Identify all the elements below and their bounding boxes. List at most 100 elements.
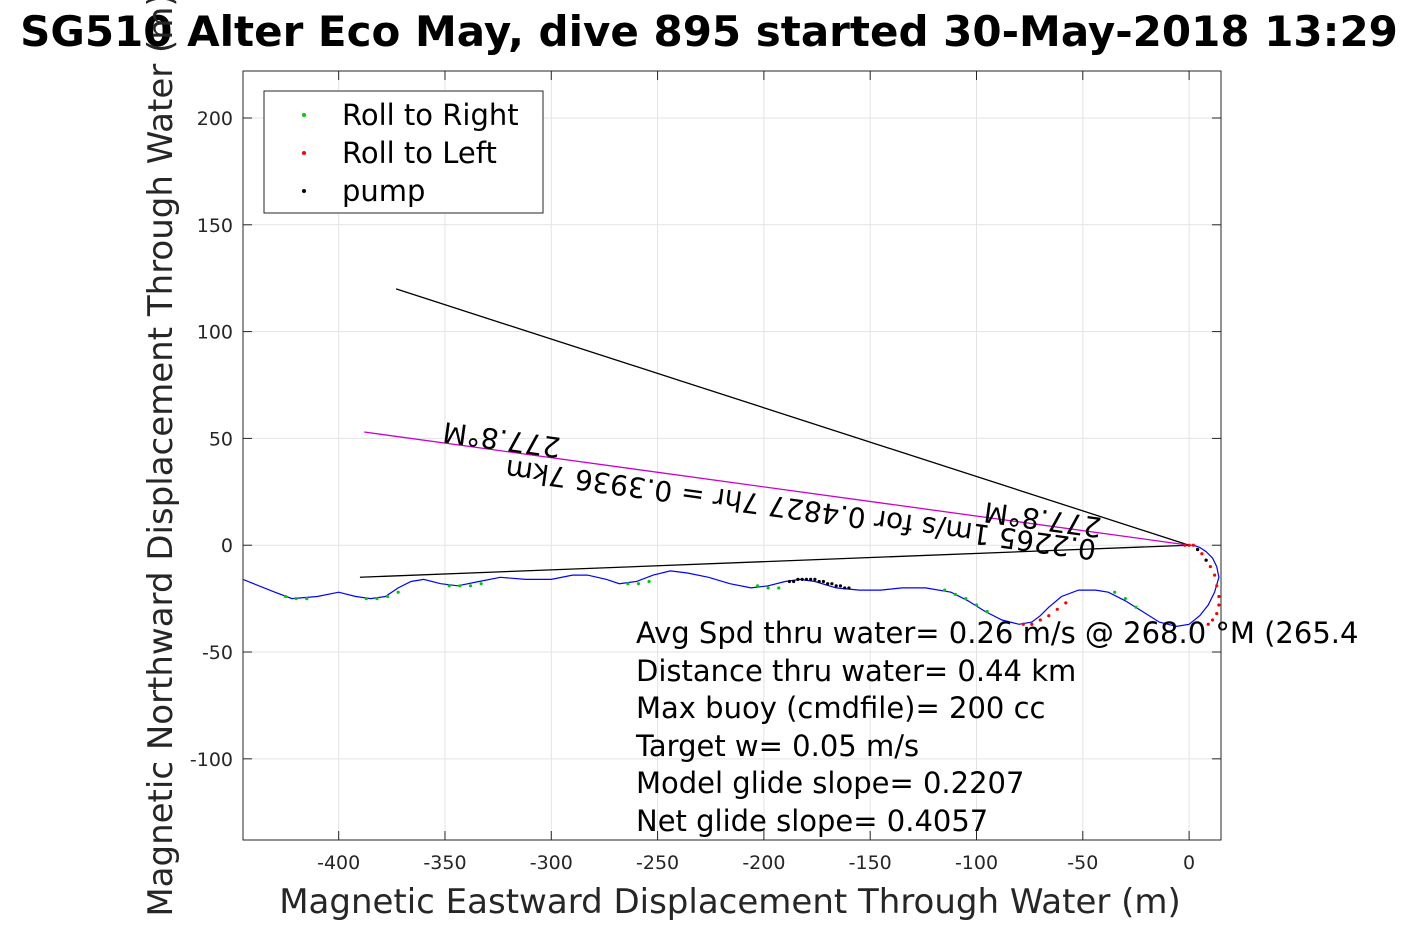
x-tick-label: -350 xyxy=(423,852,466,874)
roll-right-point xyxy=(458,584,462,588)
roll-right-point xyxy=(479,582,483,586)
roll-right-point xyxy=(283,594,288,599)
roll-left-point xyxy=(1200,552,1204,556)
reference-lines xyxy=(359,288,1190,578)
roll-left-point xyxy=(1047,614,1051,618)
roll-right-point xyxy=(953,592,957,596)
stats-block: Avg Spd thru water= 0.26 m/s @ 268.0 °M … xyxy=(635,616,1358,838)
line-black-upper xyxy=(395,288,1190,546)
roll-right-point xyxy=(385,594,390,599)
track-layer xyxy=(243,544,1220,628)
stat-net-glide: Net glide slope= 0.4057 xyxy=(636,804,988,838)
x-tick-label: 0 xyxy=(1183,852,1195,874)
roll-right-point xyxy=(636,582,641,586)
pump-point xyxy=(813,577,817,581)
pump-point xyxy=(800,577,804,581)
roll-left-point xyxy=(1213,573,1217,577)
roll-right-point xyxy=(1134,605,1138,609)
pump-point xyxy=(843,586,847,590)
roll-left-point xyxy=(1038,618,1042,622)
roll-right-point xyxy=(1113,590,1117,594)
x-tick-label: -150 xyxy=(849,852,892,874)
y-tick-label: 100 xyxy=(197,322,233,344)
roll-right-point xyxy=(447,584,451,588)
line-black-lower xyxy=(359,544,1190,578)
x-tick-label: -400 xyxy=(317,852,360,874)
legend-box xyxy=(263,90,544,214)
y-tick-label: -50 xyxy=(202,642,233,664)
roll-right-point xyxy=(375,597,379,601)
ticks: -400 -350 -300 -250 -200 -150 -100 -50 0 200 150 10… xyxy=(190,71,1221,874)
pump-point xyxy=(804,577,809,581)
pump-point xyxy=(787,579,792,584)
roll-right-point xyxy=(943,588,947,592)
chart-title: SG510 Alter Eco May, dive 895 started 30… xyxy=(20,7,1398,56)
pump-point xyxy=(847,586,851,590)
pump-point xyxy=(826,582,830,586)
roll-left-point xyxy=(1210,618,1215,622)
pump-point xyxy=(830,582,834,586)
stat-target-w: Target w= 0.05 m/s xyxy=(635,729,919,763)
legend-label-roll-left: Roll to Left xyxy=(342,136,497,170)
roll-left-point xyxy=(1055,607,1059,611)
points-layer xyxy=(283,543,1221,626)
roll-left-point xyxy=(1021,622,1025,626)
grid xyxy=(243,71,1221,840)
roll-right-point xyxy=(1123,597,1127,601)
y-tick-label: 200 xyxy=(197,108,233,130)
roll-right-point xyxy=(985,609,989,614)
legend-label-pump: pump xyxy=(342,174,425,208)
roll-left-point xyxy=(1217,603,1221,607)
roll-right-point xyxy=(974,603,979,607)
legend-marker-roll-right xyxy=(302,113,306,117)
roll-right-point xyxy=(468,584,473,588)
y-tick-label: 0 xyxy=(221,535,233,557)
plot-frame xyxy=(242,70,1222,841)
pump-point xyxy=(834,584,838,588)
line-magenta-heading xyxy=(364,431,1190,546)
roll-left-point xyxy=(1208,564,1212,569)
y-tick-label: 150 xyxy=(197,215,233,237)
roll-right-point xyxy=(396,590,400,594)
y-tick-label: -100 xyxy=(190,749,233,771)
roll-right-point xyxy=(294,597,298,601)
x-tick-label: -100 xyxy=(955,852,998,874)
track-series xyxy=(243,544,1220,628)
x-tick-label: -200 xyxy=(742,852,785,874)
roll-right-point xyxy=(766,586,770,590)
stat-avg-speed: Avg Spd thru water= 0.26 m/s @ 268.0 °M … xyxy=(636,616,1358,650)
legend-marker-roll-left xyxy=(302,151,306,155)
roll-left-point xyxy=(1206,622,1210,626)
roll-right-point xyxy=(777,586,781,590)
pump-point xyxy=(821,579,826,584)
pump-point xyxy=(796,577,800,581)
roll-left-point xyxy=(1215,584,1219,588)
pump-point xyxy=(1196,547,1200,552)
roll-left-point xyxy=(1217,594,1221,599)
y-tick-label: 50 xyxy=(209,428,233,450)
roll-right-point xyxy=(364,597,368,601)
pump-point xyxy=(817,579,821,584)
pump-point xyxy=(1204,558,1208,562)
roll-left-point xyxy=(1183,543,1187,547)
roll-right-point xyxy=(305,597,309,601)
y-axis-label: Magnetic Northward Displacement Through … xyxy=(141,0,181,917)
x-axis-label: Magnetic Eastward Displacement Through W… xyxy=(279,882,1181,922)
roll-left-point xyxy=(1064,601,1068,605)
roll-right-point xyxy=(626,582,630,586)
roll-left-point xyxy=(1191,543,1195,547)
stat-distance: Distance thru water= 0.44 km xyxy=(636,654,1076,688)
legend-label-roll-right: Roll to Right xyxy=(342,98,519,132)
pump-point xyxy=(809,577,813,581)
stat-max-buoy: Max buoy (cmdfile)= 200 cc xyxy=(636,691,1045,725)
x-tick-label: -300 xyxy=(530,852,573,874)
x-tick-label: -250 xyxy=(636,852,679,874)
roll-right-point xyxy=(647,579,651,584)
pump-point xyxy=(792,579,796,584)
x-tick-label: -50 xyxy=(1067,852,1098,874)
roll-right-point xyxy=(755,584,760,588)
stat-model-glide: Model glide slope= 0.2207 xyxy=(636,766,1024,800)
legend-marker-pump xyxy=(302,189,306,193)
roll-left-point xyxy=(1030,622,1034,626)
